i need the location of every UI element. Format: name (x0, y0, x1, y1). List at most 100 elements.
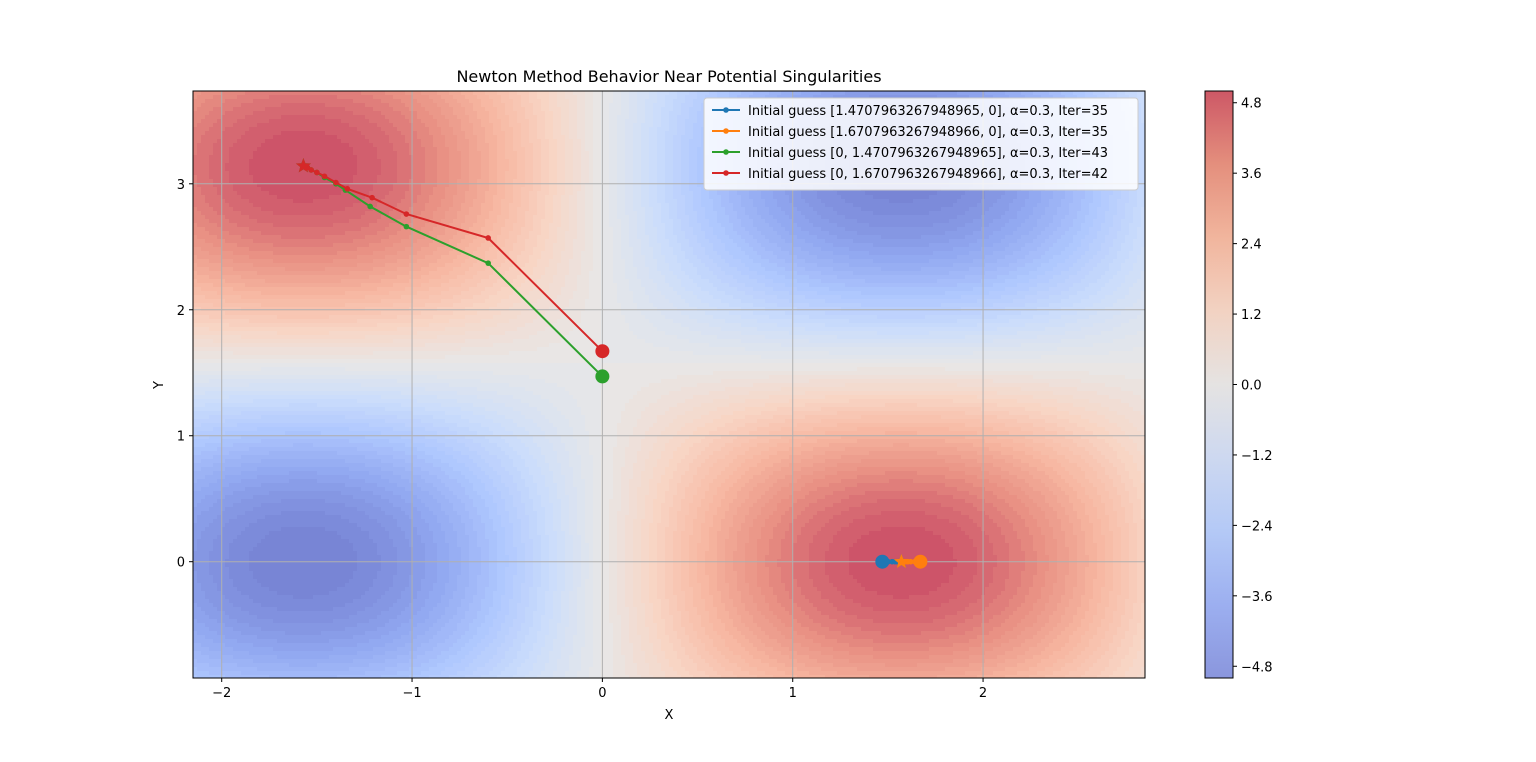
contour-cell (277, 91, 282, 96)
contour-cell (213, 187, 218, 192)
contour-cell (209, 343, 214, 348)
contour-cell (277, 379, 282, 384)
contour-cell (277, 159, 282, 164)
contour-cell (225, 287, 230, 292)
contour-cell (237, 339, 242, 344)
contour-cell (261, 591, 266, 596)
contour-cell (321, 115, 326, 120)
contour-cell (253, 359, 258, 364)
contour-cell (241, 451, 246, 456)
contour-cell (321, 271, 326, 276)
contour-cell (205, 531, 210, 536)
contour-cell (205, 355, 210, 360)
contour-cell (201, 483, 206, 488)
contour-cell (293, 647, 298, 652)
contour-cell (285, 195, 290, 200)
contour-cell (201, 535, 206, 540)
contour-cell (217, 431, 222, 436)
contour-cell (261, 235, 266, 240)
contour-cell (309, 491, 314, 496)
contour-cell (205, 415, 210, 420)
contour-cell (217, 95, 222, 100)
contour-cell (321, 635, 326, 640)
contour-cell (321, 439, 326, 444)
contour-cell (265, 171, 270, 176)
contour-cell (193, 495, 198, 500)
contour-cell (277, 247, 282, 252)
contour-cell (213, 563, 218, 568)
contour-cell (241, 647, 246, 652)
contour-cell (205, 495, 210, 500)
contour-cell (313, 359, 318, 364)
contour-cell (241, 579, 246, 584)
contour-cell (277, 511, 282, 516)
contour-cell (237, 195, 242, 200)
contour-cell (225, 127, 230, 132)
contour-cell (193, 487, 198, 492)
contour-cell (257, 195, 262, 200)
contour-cell (317, 399, 322, 404)
contour-cell (201, 571, 206, 576)
contour-cell (253, 219, 258, 224)
contour-cell (217, 483, 222, 488)
contour-cell (193, 99, 198, 104)
contour-cell (273, 499, 278, 504)
contour-cell (261, 147, 266, 152)
contour-cell (217, 487, 222, 492)
contour-cell (241, 615, 246, 620)
contour-cell (201, 563, 206, 568)
contour-cell (209, 147, 214, 152)
contour-cell (301, 579, 306, 584)
contour-cell (249, 279, 254, 284)
contour-cell (241, 507, 246, 512)
contour-cell (245, 459, 250, 464)
contour-cell (237, 643, 242, 648)
contour-cell (261, 167, 266, 172)
contour-cell (193, 575, 198, 580)
contour-cell (289, 639, 294, 644)
contour-cell (229, 611, 234, 616)
contour-cell (245, 643, 250, 648)
contour-cell (305, 315, 310, 320)
contour-cell (273, 607, 278, 612)
contour-cell (321, 219, 326, 224)
contour-cell (193, 223, 198, 228)
contour-cell (289, 315, 294, 320)
contour-cell (265, 279, 270, 284)
contour-cell (201, 231, 206, 236)
contour-cell (217, 591, 222, 596)
contour-cell (193, 647, 198, 652)
contour-cell (261, 463, 266, 468)
contour-cell (197, 615, 202, 620)
contour-cell (193, 415, 198, 420)
contour-cell (317, 527, 322, 532)
contour-cell (233, 303, 238, 308)
contour-cell (257, 167, 262, 172)
contour-cell (281, 139, 286, 144)
contour-cell (209, 247, 214, 252)
contour-cell (285, 447, 290, 452)
contour-cell (273, 671, 278, 676)
contour-cell (293, 319, 298, 324)
contour-cell (233, 267, 238, 272)
contour-cell (229, 295, 234, 300)
contour-cell (273, 399, 278, 404)
contour-cell (313, 539, 318, 544)
contour-cell (313, 675, 318, 680)
contour-cell (265, 423, 270, 428)
contour-cell (253, 99, 258, 104)
contour-cell (229, 519, 234, 524)
contour-cell (297, 319, 302, 324)
contour-cell (285, 547, 290, 552)
contour-cell (241, 91, 246, 96)
contour-cell (213, 507, 218, 512)
contour-cell (257, 547, 262, 552)
contour-cell (249, 411, 254, 416)
contour-cell (293, 571, 298, 576)
contour-cell (265, 523, 270, 528)
contour-cell (301, 319, 306, 324)
contour-cell (297, 495, 302, 500)
contour-cell (265, 187, 270, 192)
contour-cell (273, 567, 278, 572)
contour-cell (217, 555, 222, 560)
